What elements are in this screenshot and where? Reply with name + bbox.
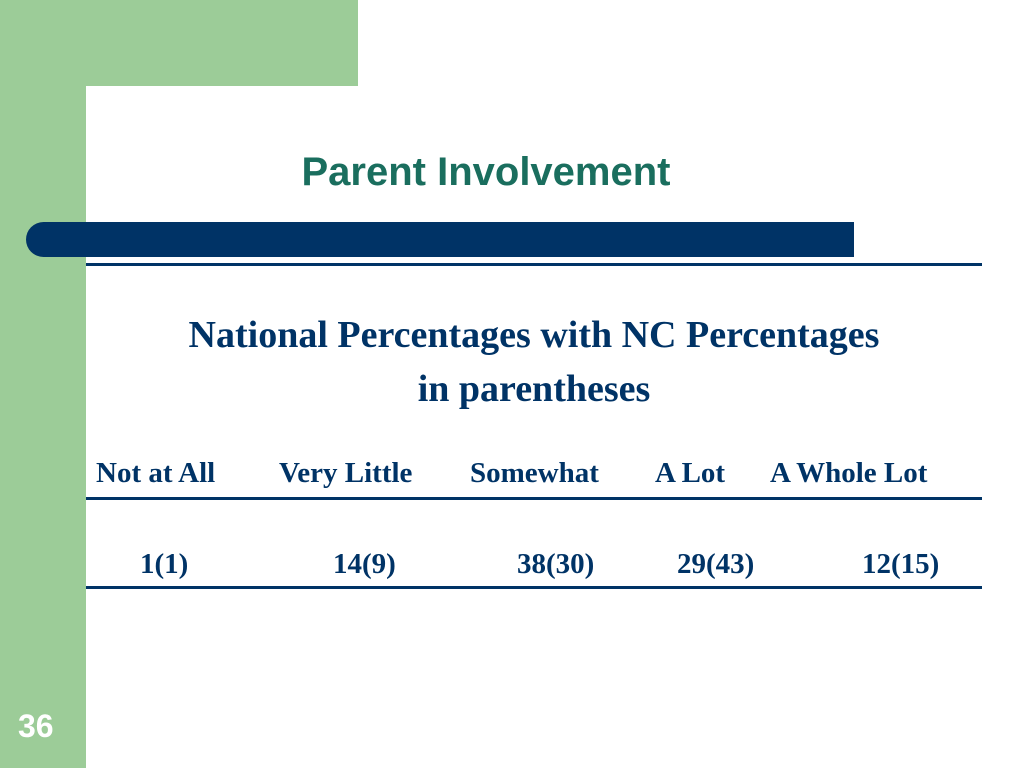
title-underline-bar [26, 222, 854, 257]
header-rule [86, 497, 982, 500]
header-a-lot: A Lot [655, 457, 726, 489]
green-left-band [0, 0, 86, 768]
value-a-lot: 29(43) [677, 548, 755, 580]
value-not-at-all: 1(1) [140, 548, 189, 580]
top-rule [86, 263, 982, 266]
header-somewhat: Somewhat [470, 457, 599, 489]
content-panel [86, 86, 1024, 768]
slide-number: 36 [18, 708, 54, 744]
table-subtitle: National Percentages with NC Percentages… [86, 308, 982, 416]
header-not-at-all: Not at All [96, 457, 216, 489]
subtitle-line-2: in parentheses [417, 368, 651, 410]
subtitle-line-1: National Percentages with NC Percentages [188, 314, 880, 356]
header-a-whole-lot: A Whole Lot [770, 457, 928, 489]
header-very-little: Very Little [279, 457, 413, 489]
value-a-whole-lot: 12(15) [862, 548, 940, 580]
value-very-little: 14(9) [333, 548, 396, 580]
bottom-rule [86, 586, 982, 589]
value-somewhat: 38(30) [517, 548, 595, 580]
slide-title: Parent Involvement [301, 150, 671, 194]
